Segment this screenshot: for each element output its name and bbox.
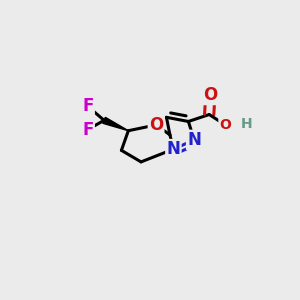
- Text: F: F: [82, 121, 94, 139]
- Text: N: N: [167, 140, 180, 158]
- Polygon shape: [103, 117, 128, 131]
- Text: O: O: [149, 116, 163, 134]
- Text: H: H: [240, 117, 252, 131]
- Text: N: N: [187, 131, 201, 149]
- Text: O: O: [219, 118, 231, 132]
- Text: O: O: [203, 86, 218, 104]
- Text: F: F: [82, 98, 94, 116]
